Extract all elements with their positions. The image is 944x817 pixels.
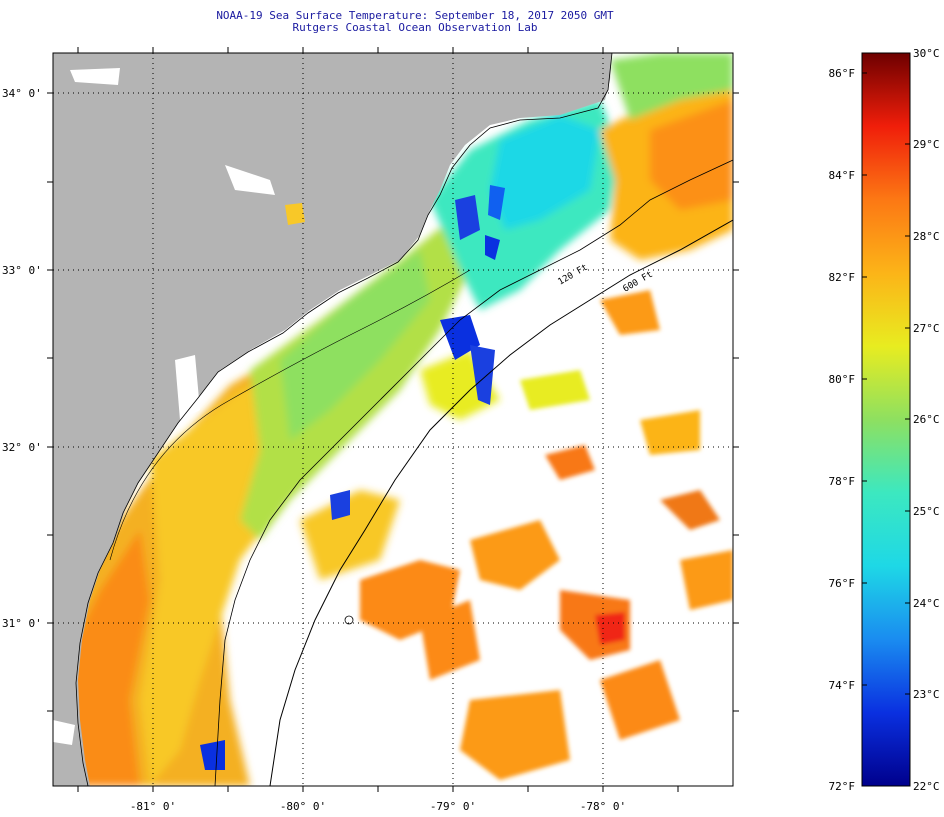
station-marker [344, 615, 354, 625]
fahrenheit-label-80: 80°F [829, 373, 856, 386]
fahrenheit-label-74: 74°F [829, 679, 856, 692]
lon-label-79: -79° 0' [430, 800, 476, 813]
fahrenheit-label-86: 86°F [829, 67, 856, 80]
fahrenheit-label-84: 84°F [829, 169, 856, 182]
map-imagery: 120 Ft 600 Ft [53, 53, 733, 786]
lat-label-34: 34° 0' [2, 87, 42, 100]
lon-label-78: -78° 0' [580, 800, 626, 813]
lat-label-31: 31° 0' [2, 617, 42, 630]
map-subtitle: Rutgers Coastal Ocean Observation Lab [292, 21, 538, 34]
lon-label-80: -80° 0' [280, 800, 326, 813]
celsius-label-24: 24°C [913, 597, 940, 610]
fahrenheit-label-78: 78°F [829, 475, 856, 488]
celsius-label-30: 30°C [913, 47, 940, 60]
celsius-label-26: 26°C [913, 413, 940, 426]
celsius-label-27: 27°C [913, 322, 940, 335]
celsius-ticks [905, 143, 910, 695]
celsius-label-23: 23°C [913, 688, 940, 701]
map-title: NOAA-19 Sea Surface Temperature: Septemb… [216, 9, 614, 22]
graticule [53, 53, 733, 786]
axis-ticks [47, 47, 739, 792]
warm-patches [360, 290, 733, 780]
sst-field [53, 53, 733, 786]
fahrenheit-label-72: 72°F [829, 780, 856, 793]
fahrenheit-label-76: 76°F [829, 577, 856, 590]
lat-label-32: 32° 0' [2, 441, 42, 454]
fahrenheit-label-82: 82°F [829, 271, 856, 284]
colorbar [861, 52, 911, 787]
isobath-600ft [269, 219, 733, 786]
cold-spots [200, 185, 505, 770]
land-mass [53, 53, 612, 786]
isobath-120ft [214, 159, 733, 786]
celsius-label-22: 22°C [913, 780, 940, 793]
coastline [75, 53, 613, 786]
lon-label-81: -81° 0' [130, 800, 176, 813]
map-frame [52, 52, 734, 787]
celsius-label-25: 25°C [913, 505, 940, 518]
celsius-label-29: 29°C [913, 138, 940, 151]
fahrenheit-ticks [862, 72, 867, 686]
lat-label-33: 33° 0' [2, 264, 42, 277]
celsius-label-28: 28°C [913, 230, 940, 243]
